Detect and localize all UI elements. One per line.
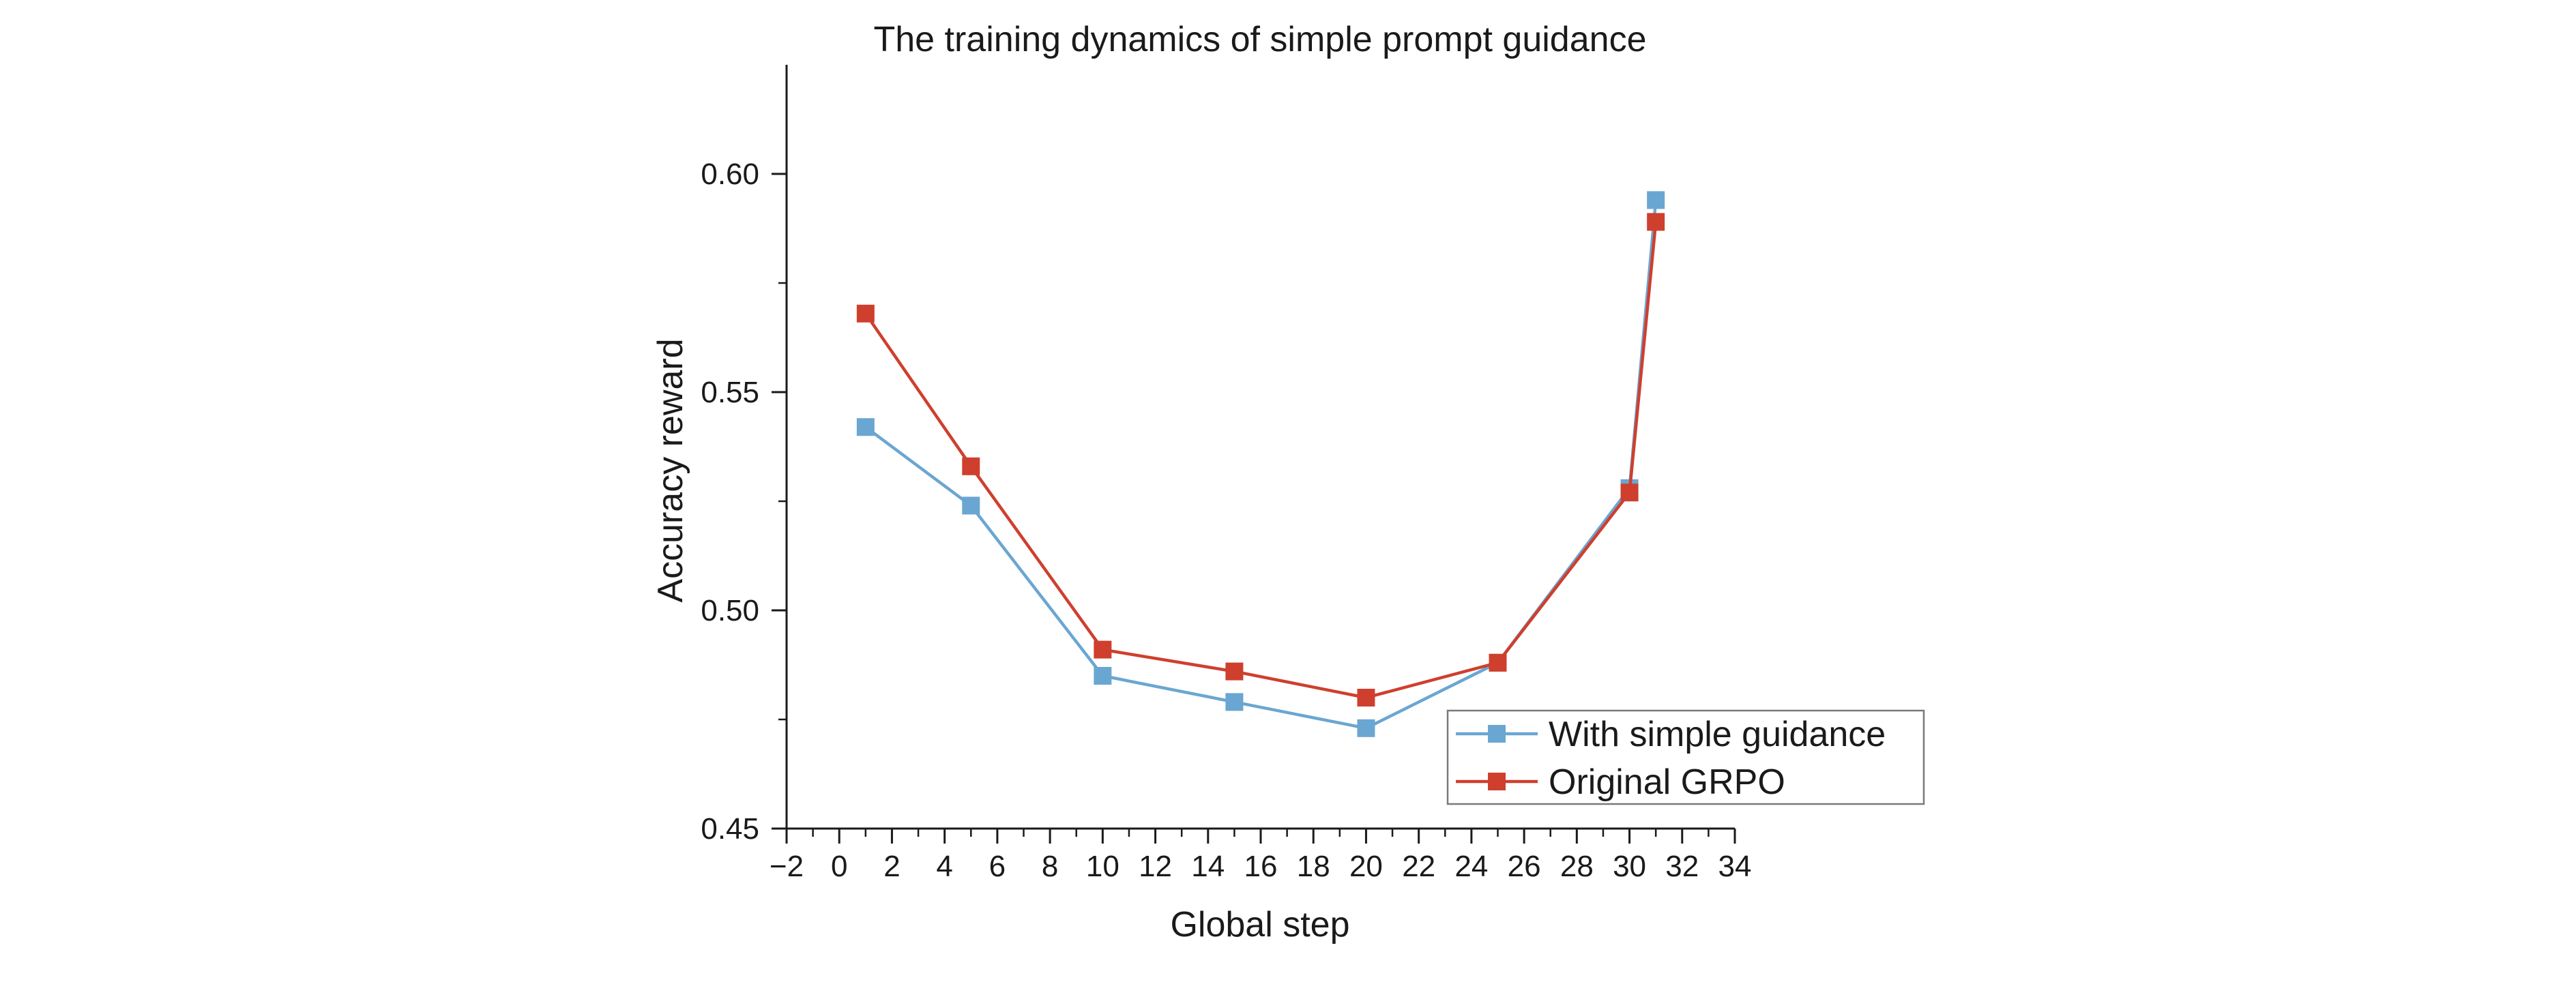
x-tick-label: −2 [770,850,804,883]
x-tick-label: 16 [1244,850,1278,883]
data-point [1647,213,1665,231]
x-tick-label: 18 [1297,850,1330,883]
legend-marker [1488,725,1506,743]
y-axis-label: Accuracy reward [651,338,690,602]
legend-label: With simple guidance [1549,715,1886,754]
x-tick-label: 26 [1508,850,1541,883]
legend-box [1446,709,1925,805]
x-tick-label: 30 [1613,850,1646,883]
x-tick-label: 10 [1086,850,1119,883]
series-line [864,222,1658,700]
series-2 [856,213,1665,706]
data-point [1620,483,1639,502]
data-point [1647,191,1665,209]
legend-marker [1488,773,1506,790]
x-tick-label: 14 [1191,850,1225,883]
x-tick-label: 32 [1665,850,1699,883]
legend-item: Original GRPO [1456,762,1785,802]
data-point [1357,719,1375,737]
chart-title: The training dynamics of simple prompt g… [873,20,1646,59]
y-tick-label: 0.50 [701,594,759,627]
data-point [856,304,875,323]
x-tick-label: 2 [883,850,900,883]
x-tick-label: 0 [831,850,847,883]
data-point [962,496,980,515]
x-tick-label: 34 [1718,850,1752,883]
legend: With simple guidance Original GRPO [1446,709,1925,805]
axes: −2 0 2 4 6 8 10 12 14 16 18 20 22 24 26 28 30 32 340.450.5… [701,65,1751,883]
data-point [962,457,980,475]
x-tick-label: 22 [1402,850,1435,883]
x-tick-label: 6 [989,850,1006,883]
x-tick-label: 8 [1042,850,1058,883]
legend-label: Original GRPO [1549,762,1785,802]
data-point [1094,640,1112,659]
x-tick-label: 28 [1560,850,1594,883]
y-tick-label: 0.45 [701,812,759,846]
series-layer [856,191,1665,737]
x-tick-label: 20 [1349,850,1383,883]
data-point [1094,667,1112,685]
data-point [1225,693,1244,711]
legend-item: With simple guidance [1456,715,1886,754]
y-tick-label: 0.60 [701,158,759,191]
x-tick-label: 24 [1454,850,1488,883]
series-line [864,200,1658,730]
data-point [1357,689,1375,706]
x-axis-label: Global step [1170,905,1349,944]
y-tick-label: 0.55 [701,376,759,409]
data-point [1489,653,1507,672]
data-point [1225,662,1244,681]
x-tick-label: 4 [936,850,952,883]
data-point [856,418,875,436]
x-tick-label: 12 [1139,850,1172,883]
